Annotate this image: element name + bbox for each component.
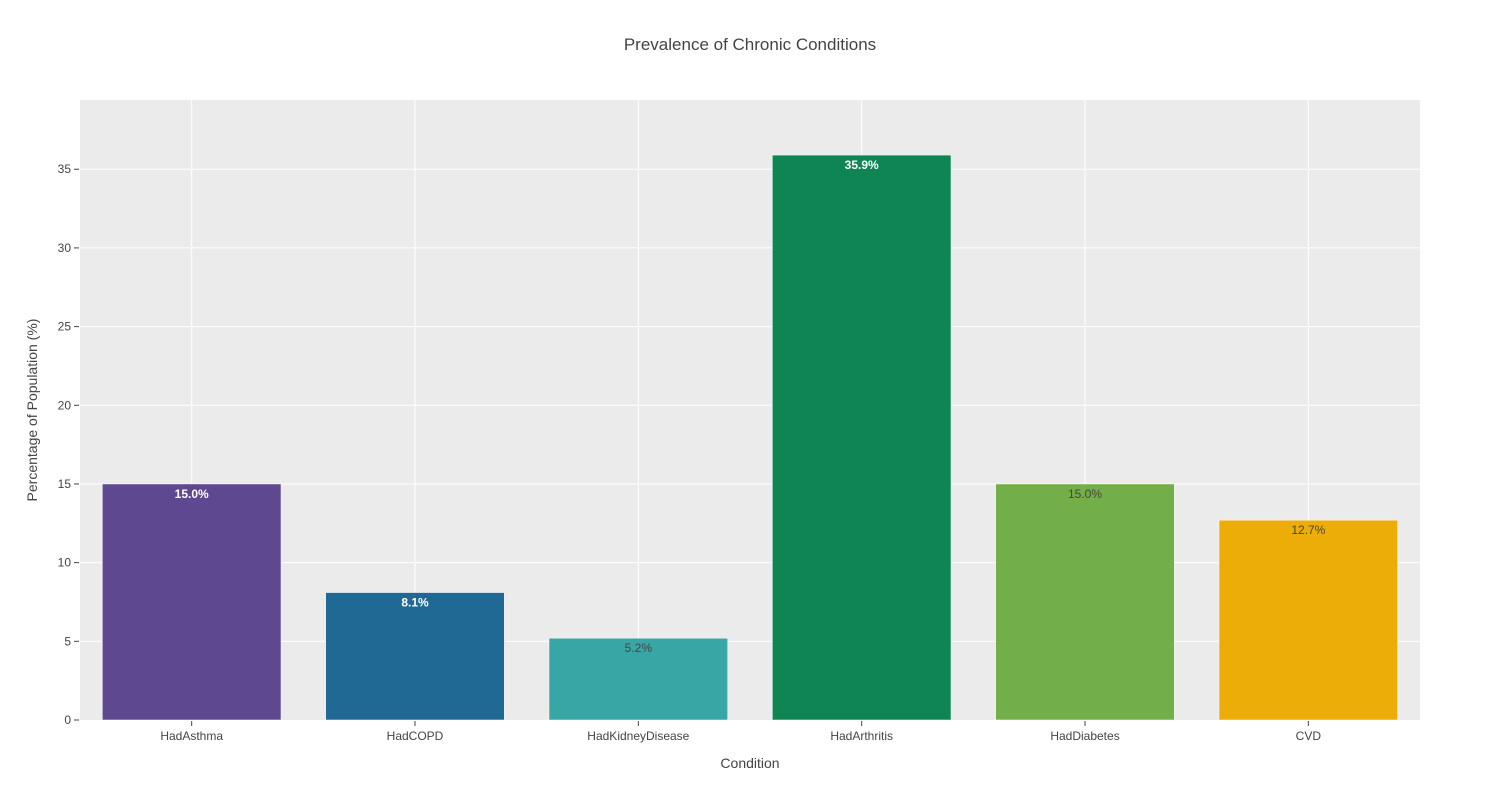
bar-data-label: 5.2% bbox=[625, 641, 653, 655]
x-axis: HadAsthma HadCOPD HadKidneyDisease HadArthr… bbox=[160, 721, 1321, 743]
y-tick-label: 35 bbox=[58, 162, 72, 176]
bar-data-label: 15.0% bbox=[1068, 487, 1102, 501]
bar-hadcopd bbox=[325, 592, 505, 721]
bar-data-label: 15.0% bbox=[175, 487, 209, 501]
bar-haddiabetes bbox=[995, 483, 1175, 721]
bar-data-label: 35.9% bbox=[845, 158, 879, 172]
y-tick-label: 25 bbox=[58, 320, 72, 334]
x-tick-label: HadArthritis bbox=[830, 729, 893, 743]
plot-area bbox=[80, 100, 1420, 720]
y-tick-label: 30 bbox=[58, 241, 72, 255]
chart-title: Prevalence of Chronic Conditions bbox=[624, 35, 876, 54]
x-tick-label: HadCOPD bbox=[387, 729, 444, 743]
x-axis-title: Condition bbox=[720, 755, 779, 771]
y-tick-label: 5 bbox=[64, 634, 71, 648]
y-tick-label: 0 bbox=[64, 713, 71, 727]
bar-data-label: 8.1% bbox=[401, 596, 429, 610]
x-tick-label: HadKidneyDisease bbox=[587, 729, 689, 743]
y-tick-label: 10 bbox=[58, 556, 72, 570]
y-tick-label: 20 bbox=[58, 398, 72, 412]
bars: 15.0% 8.1% 5.2% 35.9% 15.0% 12.7% bbox=[102, 154, 1398, 721]
bar-hadarthritis bbox=[772, 154, 952, 721]
bar-data-label: 12.7% bbox=[1291, 523, 1325, 537]
bar-hadkidneydisease bbox=[548, 637, 728, 721]
y-axis: 0 5 10 15 20 25 30 35 bbox=[58, 162, 79, 727]
x-tick-label: HadAsthma bbox=[160, 729, 223, 743]
y-axis-title: Percentage of Population (%) bbox=[24, 319, 40, 502]
bar-cvd bbox=[1218, 519, 1398, 721]
bar-hadasthma bbox=[102, 483, 282, 721]
x-tick-label: HadDiabetes bbox=[1050, 729, 1119, 743]
y-tick-label: 15 bbox=[58, 477, 72, 491]
x-tick-label: CVD bbox=[1296, 729, 1322, 743]
